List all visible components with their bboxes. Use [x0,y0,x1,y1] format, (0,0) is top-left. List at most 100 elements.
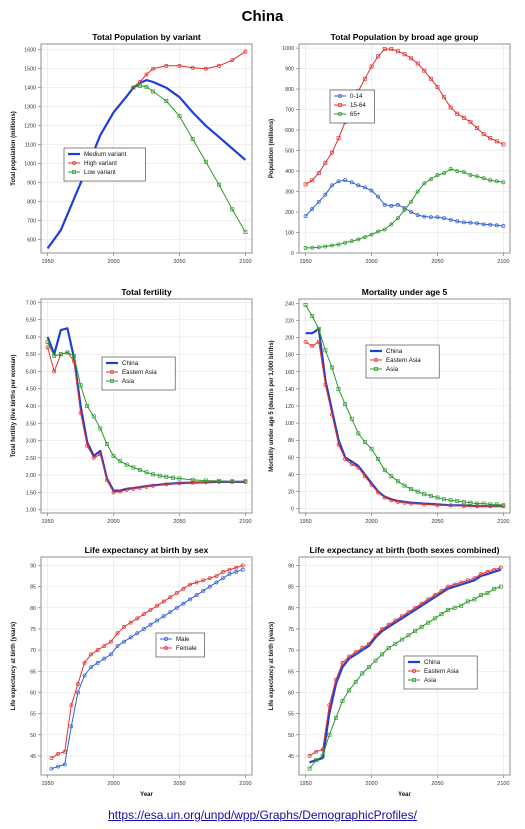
data-point [439,612,444,617]
page-title: China [241,8,284,25]
data-point [399,637,404,642]
data-point [303,303,308,307]
plot-frame [40,43,253,254]
data-point [174,605,179,610]
x-tick-label: 1950 [41,781,53,787]
data-point [303,245,308,250]
y-tick-label: 40 [288,472,294,478]
data-point [95,648,100,653]
data-point [49,756,54,761]
data-point [494,502,499,507]
y-tick-label: 65 [288,669,294,675]
data-point [320,754,325,758]
y-tick-label: 45 [288,754,294,760]
data-point [435,85,440,89]
data-point [461,220,466,225]
data-point [330,365,334,370]
data-point [151,66,156,71]
legend: Male Female [155,632,205,658]
data-point [104,442,109,446]
legend-marker [72,161,76,165]
data-point [382,227,387,232]
data-point [52,369,57,374]
data-point [151,472,156,477]
y-tick-label: 1.00 [26,508,36,514]
data-point [240,567,245,572]
legend-label: Eastern Asia [424,668,459,675]
data-point [382,468,387,473]
y-tick-label: 60 [30,690,36,696]
data-point [310,314,315,319]
series-line [47,341,246,482]
series-asia [307,584,503,771]
y-tick-label: 200 [285,336,294,342]
y-tick-label: 55 [288,712,294,718]
legend-label: High variant [84,160,117,167]
y-tick-label: 700 [27,219,36,225]
data-point [485,569,490,574]
data-point [137,80,142,84]
source-link[interactable]: https://esa.un.org/unpd/wpp/Graphs/Demog… [108,808,417,822]
data-point [69,703,74,708]
chart-title: Total fertility [121,287,172,297]
data-point [75,690,80,695]
data-point [426,620,431,625]
data-point [98,452,103,457]
data-point [69,724,74,729]
data-point [349,462,354,467]
data-point [419,624,424,629]
data-point [316,327,321,331]
series-line [309,567,501,757]
data-point [203,66,208,71]
y-tick-label: 240 [285,301,294,307]
series-line [132,51,246,89]
data-point [402,208,407,212]
data-point [402,52,407,57]
data-point [124,487,129,492]
data-point [432,616,437,621]
y-tick-label: 75 [30,627,36,633]
data-point [356,465,361,470]
data-point [432,593,437,598]
data-point [52,354,57,358]
data-point [461,504,466,509]
data-point [366,665,371,670]
y-tick-label: 1200 [24,124,36,130]
data-point [422,181,427,186]
data-point [492,567,497,572]
data-point [190,137,195,141]
y-tick-label: 80 [288,438,294,444]
data-point [336,442,341,447]
data-point [356,183,361,188]
data-point [336,179,341,184]
data-point [62,749,67,754]
data-point [188,582,192,587]
data-point [188,597,192,602]
legend: Medium variant High variant Low variant [63,147,146,182]
data-point [343,178,348,183]
x-tick-label: 2000 [365,781,377,787]
data-point [389,222,394,227]
y-tick-label: 1400 [24,86,36,92]
series-line [305,341,504,507]
y-tick-label: 100 [285,231,294,237]
data-point [137,485,142,490]
y-tick-label: 55 [30,712,36,718]
series-low-variant [131,83,248,235]
data-point [389,47,394,52]
data-point [137,83,142,88]
data-point [455,111,460,116]
data-point [479,593,483,598]
y-tick-label: 2.50 [26,456,36,462]
data-point [91,455,96,460]
data-point [426,597,431,602]
data-point [435,495,440,500]
data-point [56,751,61,756]
data-point [353,679,358,684]
data-point [415,61,420,66]
data-point [395,479,400,484]
series-line [51,565,243,759]
data-point [475,504,479,509]
data-point [111,490,116,495]
y-tick-label: 1000 [282,46,294,52]
